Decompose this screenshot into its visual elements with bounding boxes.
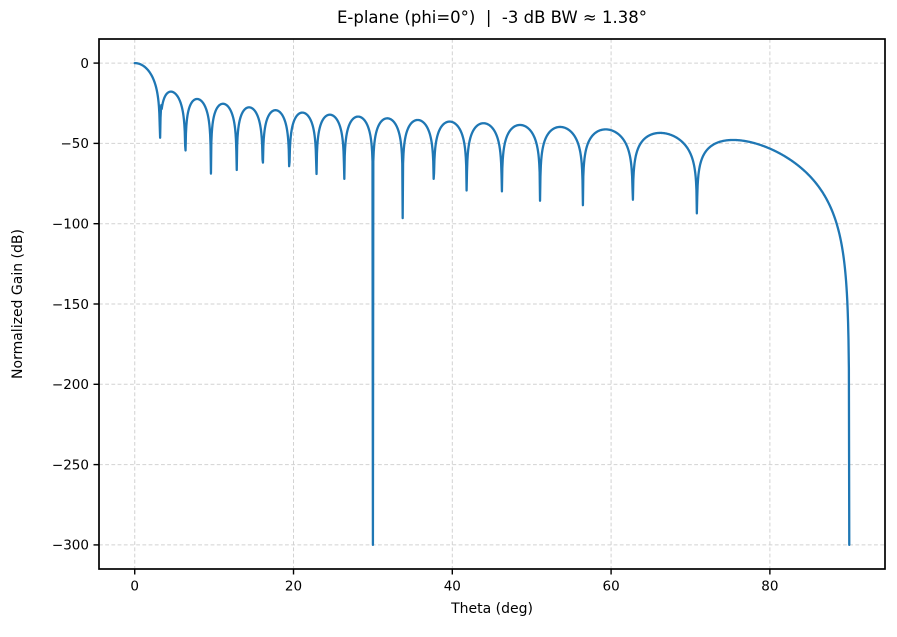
y-tick-label: −250 [52, 457, 89, 473]
x-axis-ticks [134, 569, 771, 575]
x-tick-label: 0 [130, 579, 139, 595]
y-axis-label: Normalized Gain (dB) [10, 229, 26, 379]
y-axis-ticks [93, 62, 99, 546]
x-tick-label: 20 [285, 579, 302, 595]
y-tick-label: −200 [52, 377, 89, 393]
x-axis-tick-labels: 0 20 40 60 80 [130, 579, 778, 595]
x-tick-label: 80 [761, 579, 778, 595]
pattern-curve [133, 61, 851, 547]
x-tick-label: 40 [444, 579, 461, 595]
chart-title: E-plane (phi=0°) | -3 dB BW ≈ 1.38° [337, 8, 647, 27]
y-tick-label: −100 [52, 216, 89, 232]
y-tick-label: −300 [52, 538, 89, 554]
y-tick-label: −150 [52, 297, 89, 313]
grid-layer [99, 39, 885, 569]
y-tick-label: 0 [80, 56, 89, 72]
x-tick-label: 60 [602, 579, 619, 595]
y-axis-tick-labels: 0 −50 −100 −150 −200 −250 −300 [52, 56, 89, 554]
x-axis-label: Theta (deg) [451, 601, 533, 617]
y-tick-label: −50 [61, 136, 90, 152]
